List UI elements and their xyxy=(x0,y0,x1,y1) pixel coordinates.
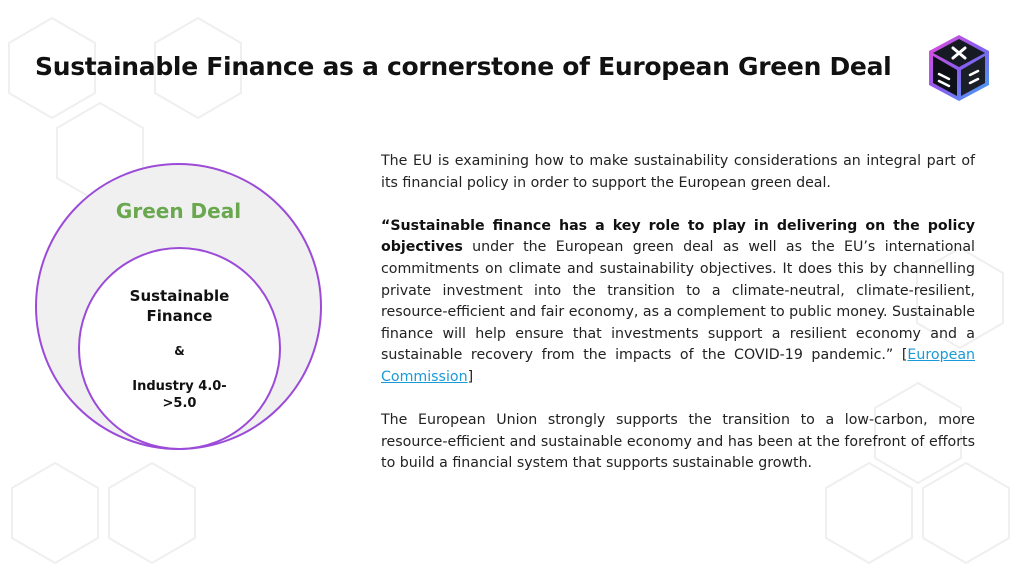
page-title: Sustainable Finance as a cornerstone of … xyxy=(35,52,892,81)
sustainable-finance-label: Sustainable Finance xyxy=(129,287,230,325)
eu-support-paragraph: The European Union strongly supports the… xyxy=(381,412,975,472)
body-text: The EU is examining how to make sustaina… xyxy=(381,151,975,497)
sustainable-finance-circle xyxy=(78,247,281,450)
intro-paragraph: The EU is examining how to make sustaina… xyxy=(381,153,975,191)
cube-logo-icon xyxy=(929,35,989,101)
quote-bold-text: “Sustainable finance has a key role to p… xyxy=(381,217,975,256)
green-deal-label: Green Deal xyxy=(115,199,242,223)
ampersand-label: & xyxy=(174,344,185,358)
quote-paragraph: “Sustainable finance has a key role to p… xyxy=(381,216,975,389)
european-commission-link[interactable]: European Commission xyxy=(381,347,975,385)
quote-text: under the European green deal as well as… xyxy=(381,239,975,364)
quote-end: ] xyxy=(467,368,474,385)
industry-label: Industry 4.0- >5.0 xyxy=(132,379,227,411)
